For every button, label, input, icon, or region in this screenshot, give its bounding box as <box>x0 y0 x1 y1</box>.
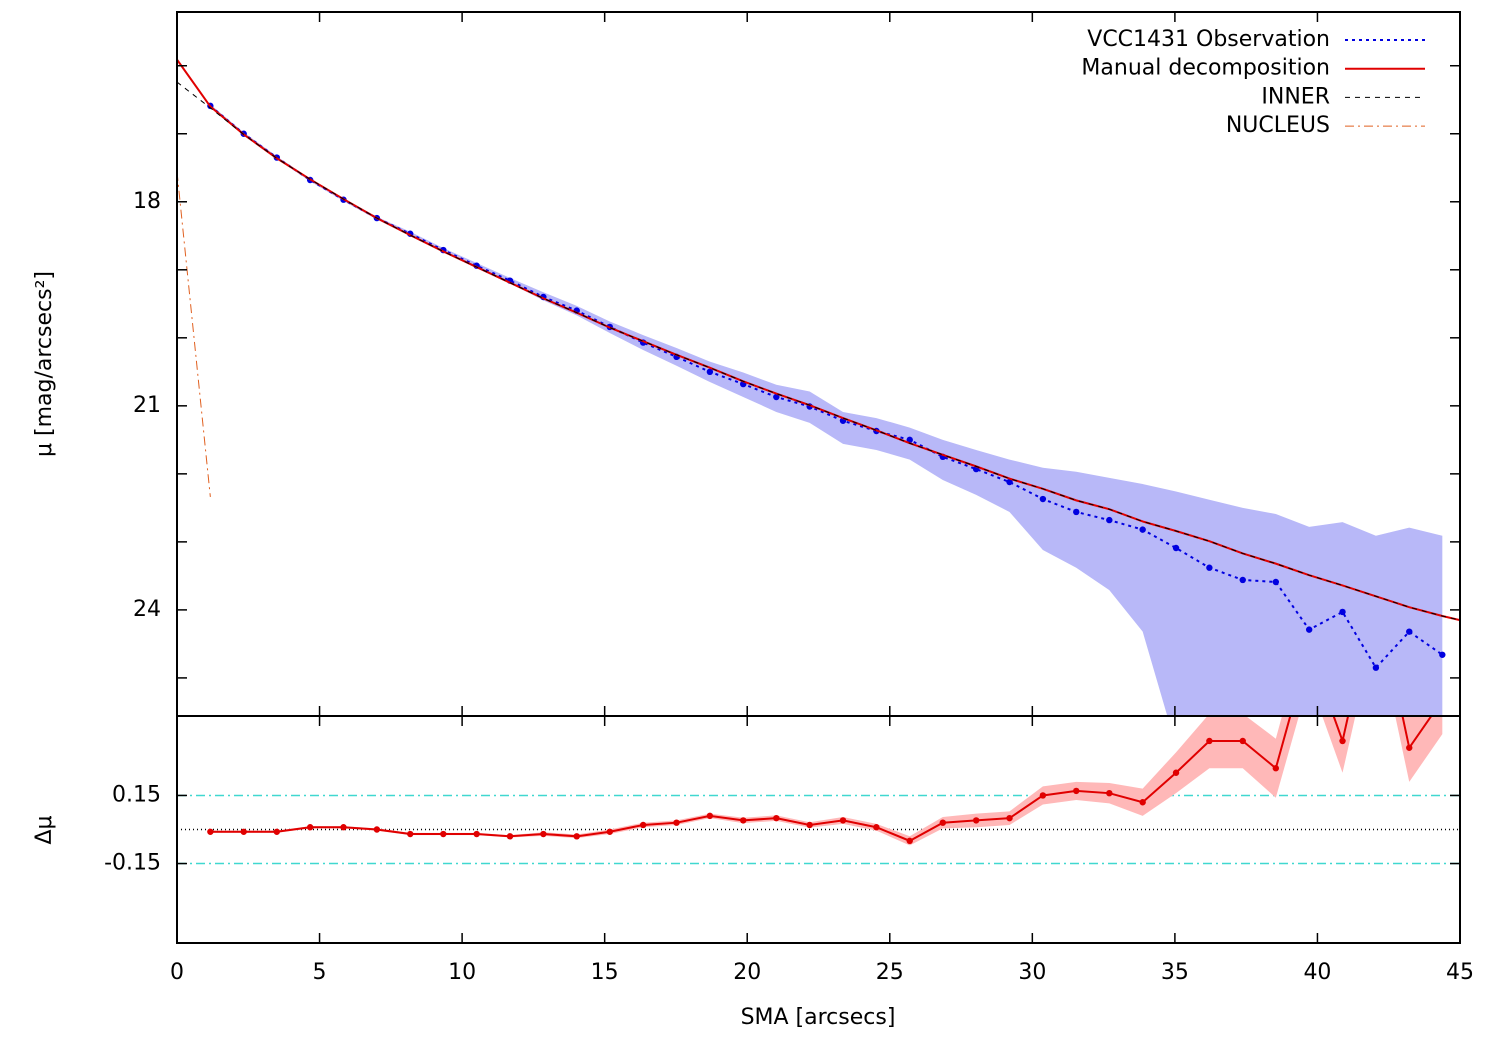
data-point <box>407 830 414 838</box>
axes: 18 21 24 VCC1431 Observation Manual decompos… <box>104 12 1474 985</box>
residual-plot <box>177 716 1460 865</box>
data-point <box>972 817 980 824</box>
data-point <box>273 828 280 835</box>
data-point <box>1139 526 1146 533</box>
data-point <box>673 819 680 826</box>
data-point <box>1139 799 1146 806</box>
data-point <box>939 819 947 826</box>
legend-label: NUCLEUS <box>1226 113 1330 138</box>
x-tick-label: 30 <box>1018 960 1046 985</box>
data-point <box>839 817 847 824</box>
data-point <box>1339 737 1346 745</box>
data-point <box>1272 578 1280 586</box>
data-point <box>440 830 447 838</box>
series-line <box>209 105 1443 670</box>
series-line <box>177 81 1460 621</box>
legend-label: VCC1431 Observation <box>1087 27 1330 52</box>
error-band <box>210 104 1443 716</box>
data-point <box>506 833 514 840</box>
data-point <box>1106 516 1113 524</box>
x-tick-label: 45 <box>1446 960 1474 985</box>
data-point <box>773 814 780 822</box>
x-tick-label: 10 <box>448 960 476 985</box>
data-point <box>573 833 580 840</box>
data-point <box>540 830 547 838</box>
x-tick-label: 20 <box>733 960 761 985</box>
profile-plot <box>177 59 1460 716</box>
data-point <box>773 393 780 401</box>
data-point <box>706 812 714 820</box>
y-tick-label: -0.15 <box>104 851 161 876</box>
y-axis-label: Δμ <box>32 815 57 844</box>
x-axis-label: SMA [arcsecs] <box>741 1005 896 1030</box>
x-tick-label: 35 <box>1161 960 1189 985</box>
data-point <box>1073 508 1080 516</box>
data-point <box>1206 564 1213 571</box>
data-point <box>706 368 714 376</box>
data-point <box>1073 787 1080 795</box>
data-point <box>740 817 747 824</box>
data-point <box>1339 608 1346 616</box>
series-line <box>210 716 1433 842</box>
data-point <box>906 837 913 845</box>
data-point <box>207 828 214 835</box>
legend-label: Manual decomposition <box>1081 56 1330 81</box>
x-tick-label: 40 <box>1303 960 1331 985</box>
data-point <box>806 821 813 829</box>
frame <box>176 715 1461 944</box>
data-point <box>240 828 247 835</box>
data-point <box>473 830 480 838</box>
data-point <box>1006 814 1013 822</box>
x-tick-label: 0 <box>170 960 184 985</box>
data-point <box>1439 651 1446 658</box>
y-tick-label: 0.15 <box>112 782 161 807</box>
x-tick-label: 15 <box>591 960 619 985</box>
data-point <box>873 824 880 831</box>
data-point <box>340 824 347 831</box>
y-tick-label: 24 <box>133 597 161 622</box>
data-point <box>1239 576 1246 584</box>
data-point <box>639 821 647 829</box>
data-point <box>1172 544 1180 552</box>
data-point <box>1372 664 1380 671</box>
y-tick-label: 21 <box>133 393 161 418</box>
series-line <box>177 171 211 498</box>
data-point <box>1039 495 1047 503</box>
data-point <box>1239 737 1246 745</box>
data-point <box>306 824 314 831</box>
data-point <box>1206 737 1213 745</box>
data-point <box>1039 792 1047 799</box>
y-axis-label: μ [mag/arcsecs²] <box>32 271 57 457</box>
x-tick-label: 25 <box>876 960 904 985</box>
data-point <box>606 828 613 835</box>
data-point <box>1406 628 1413 635</box>
data-point <box>1172 769 1180 776</box>
data-point <box>1305 626 1313 633</box>
x-tick-label: 5 <box>313 960 327 985</box>
data-point <box>1106 789 1113 797</box>
data-point <box>906 436 913 444</box>
data-point <box>373 826 381 833</box>
data-point <box>1406 744 1413 751</box>
data-point <box>1272 765 1280 772</box>
data-point <box>1006 478 1013 486</box>
y-tick-label: 18 <box>133 189 161 214</box>
legend-label: INNER <box>1261 84 1330 109</box>
